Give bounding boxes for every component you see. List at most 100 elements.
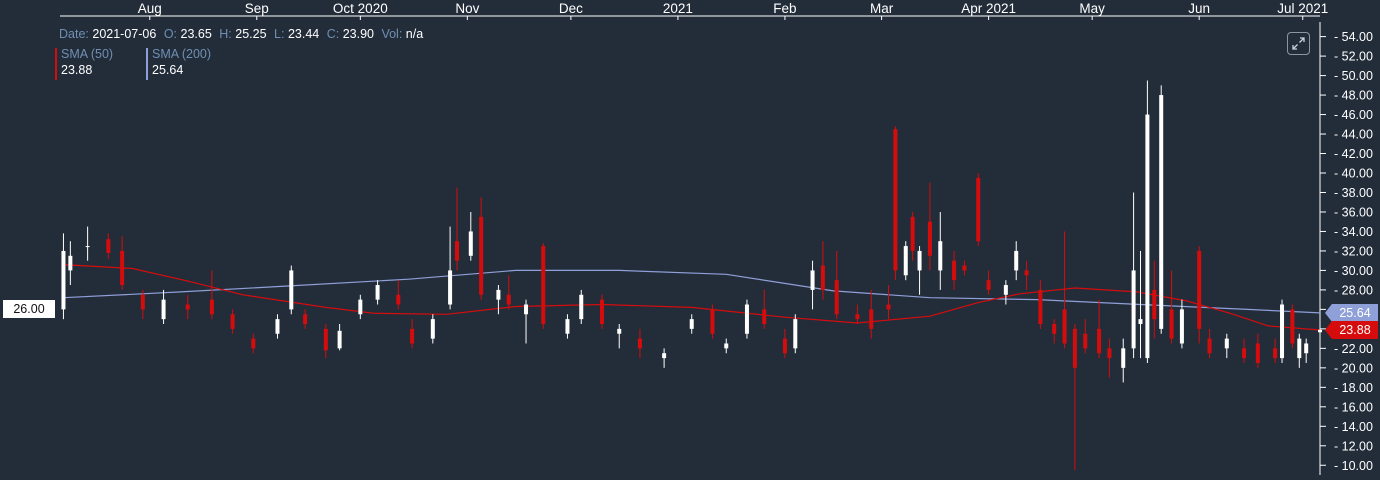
candle-body <box>782 338 787 354</box>
candle-body <box>68 255 73 271</box>
date-label: Date: <box>59 27 89 41</box>
candle-body <box>85 246 90 248</box>
x-tick-label: May <box>1079 1 1105 16</box>
candle-body <box>275 319 280 334</box>
candle-body <box>976 177 981 242</box>
candle-body <box>938 241 943 271</box>
x-tick-label: Oct 2020 <box>333 1 388 16</box>
sma50-legend[interactable]: SMA (50) 23.88 <box>55 46 114 80</box>
y-tick-label: - 28.00 <box>1334 283 1373 297</box>
candle-body <box>579 294 584 320</box>
sma200-legend[interactable]: SMA (200) 25.64 <box>146 46 211 80</box>
low-value: 23.44 <box>287 27 320 41</box>
candle-body <box>1121 348 1126 368</box>
candle-body <box>161 299 166 320</box>
x-tick-label: Nov <box>455 1 479 16</box>
candle-body <box>893 129 898 271</box>
y-tick-label: - 40.00 <box>1334 167 1373 181</box>
y-tick-label: - 48.00 <box>1334 89 1373 103</box>
y-tick-label: - 32.00 <box>1334 244 1373 258</box>
candle-body <box>927 221 932 256</box>
y-tick-label: - 36.00 <box>1334 205 1373 219</box>
x-tick-label: Aug <box>138 1 162 16</box>
candle-body <box>1224 338 1229 349</box>
close-label: C: <box>326 27 340 41</box>
y-tick-label: - 50.00 <box>1334 69 1373 83</box>
plot-area[interactable] <box>61 80 1332 471</box>
y-tick-label: - 12.00 <box>1334 439 1373 453</box>
candle-body <box>834 280 839 315</box>
candle-body <box>810 270 815 290</box>
candle-body <box>637 338 642 349</box>
y-tick-label: - 10.00 <box>1334 459 1373 473</box>
candle-body <box>375 285 380 300</box>
sma200-value: 25.64 <box>152 63 184 77</box>
candle-body <box>1304 343 1309 354</box>
candle-body <box>1003 285 1008 295</box>
candle-body <box>454 241 459 261</box>
candle-body <box>1152 289 1157 320</box>
candle-body <box>662 353 667 359</box>
close-value: 23.90 <box>342 27 374 41</box>
candle-body <box>323 328 328 351</box>
candle-body <box>1273 348 1278 359</box>
candle-body <box>1145 114 1150 359</box>
sma50-price-tag: 23.88 <box>1332 321 1378 340</box>
candle-body <box>1024 270 1029 276</box>
candle-body <box>448 270 453 305</box>
candle-body <box>61 250 66 310</box>
candle-body <box>952 260 957 281</box>
high-value: 25.25 <box>235 27 267 41</box>
candle-body <box>1107 348 1112 359</box>
candle-body <box>1169 309 1174 339</box>
candle-body <box>1062 309 1067 344</box>
open-label: O: <box>163 27 178 41</box>
candle-body <box>410 328 415 344</box>
sma50-value: 23.88 <box>61 63 93 77</box>
ohlc-readout: Date: 2021-07-06 O: 23.65 H: 25.25 L: 23… <box>59 27 427 41</box>
candle-body <box>1014 250 1019 271</box>
y-tick-label: - 54.00 <box>1334 30 1373 44</box>
y-tick-label: - 38.00 <box>1334 186 1373 200</box>
candle-body <box>303 314 308 324</box>
y-tick-label: - 42.00 <box>1334 147 1373 161</box>
sma50-line <box>63 264 1321 331</box>
candle-body <box>724 343 729 349</box>
candle-body <box>1207 338 1212 354</box>
candle-body <box>524 304 529 315</box>
y-tick-label: - 16.00 <box>1334 400 1373 414</box>
candle-body <box>506 294 511 305</box>
candle-body <box>793 319 798 349</box>
x-tick-label: Mar <box>870 1 894 16</box>
candle-body <box>1255 343 1260 363</box>
candle-body <box>358 299 363 315</box>
candle-body <box>599 299 604 324</box>
x-tick-label: Apr 2021 <box>961 1 1016 16</box>
candle-body <box>1297 338 1302 359</box>
y-axis: - 10.00 - 12.00 - 14.00 - 16.00 - 18.00 - 20.… <box>1319 22 1373 475</box>
candle-body <box>541 246 546 324</box>
y-tick-label: - 22.00 <box>1334 342 1373 356</box>
expand-button[interactable] <box>1287 32 1310 55</box>
candle-body <box>289 270 294 310</box>
candle-body <box>910 216 915 251</box>
low-label: L: <box>274 27 285 41</box>
candle-body <box>468 231 473 256</box>
candle-body <box>209 299 214 315</box>
sma50-color-swatch <box>55 48 57 80</box>
high-label: H: <box>219 27 232 41</box>
candle-body <box>762 309 767 324</box>
candle-body <box>617 328 622 334</box>
candle-body <box>251 338 256 349</box>
candle-body <box>1131 270 1136 349</box>
sma50-name: SMA (50) <box>61 47 114 61</box>
candle-body <box>869 309 874 329</box>
x-tick-label: Feb <box>773 1 796 16</box>
candle-body <box>1242 348 1247 359</box>
y-tick-label: - 14.00 <box>1334 420 1373 434</box>
candle-body <box>1179 309 1184 344</box>
y-tick-label: - 34.00 <box>1334 225 1373 239</box>
candle-body <box>689 319 694 329</box>
candle-body <box>917 250 922 271</box>
